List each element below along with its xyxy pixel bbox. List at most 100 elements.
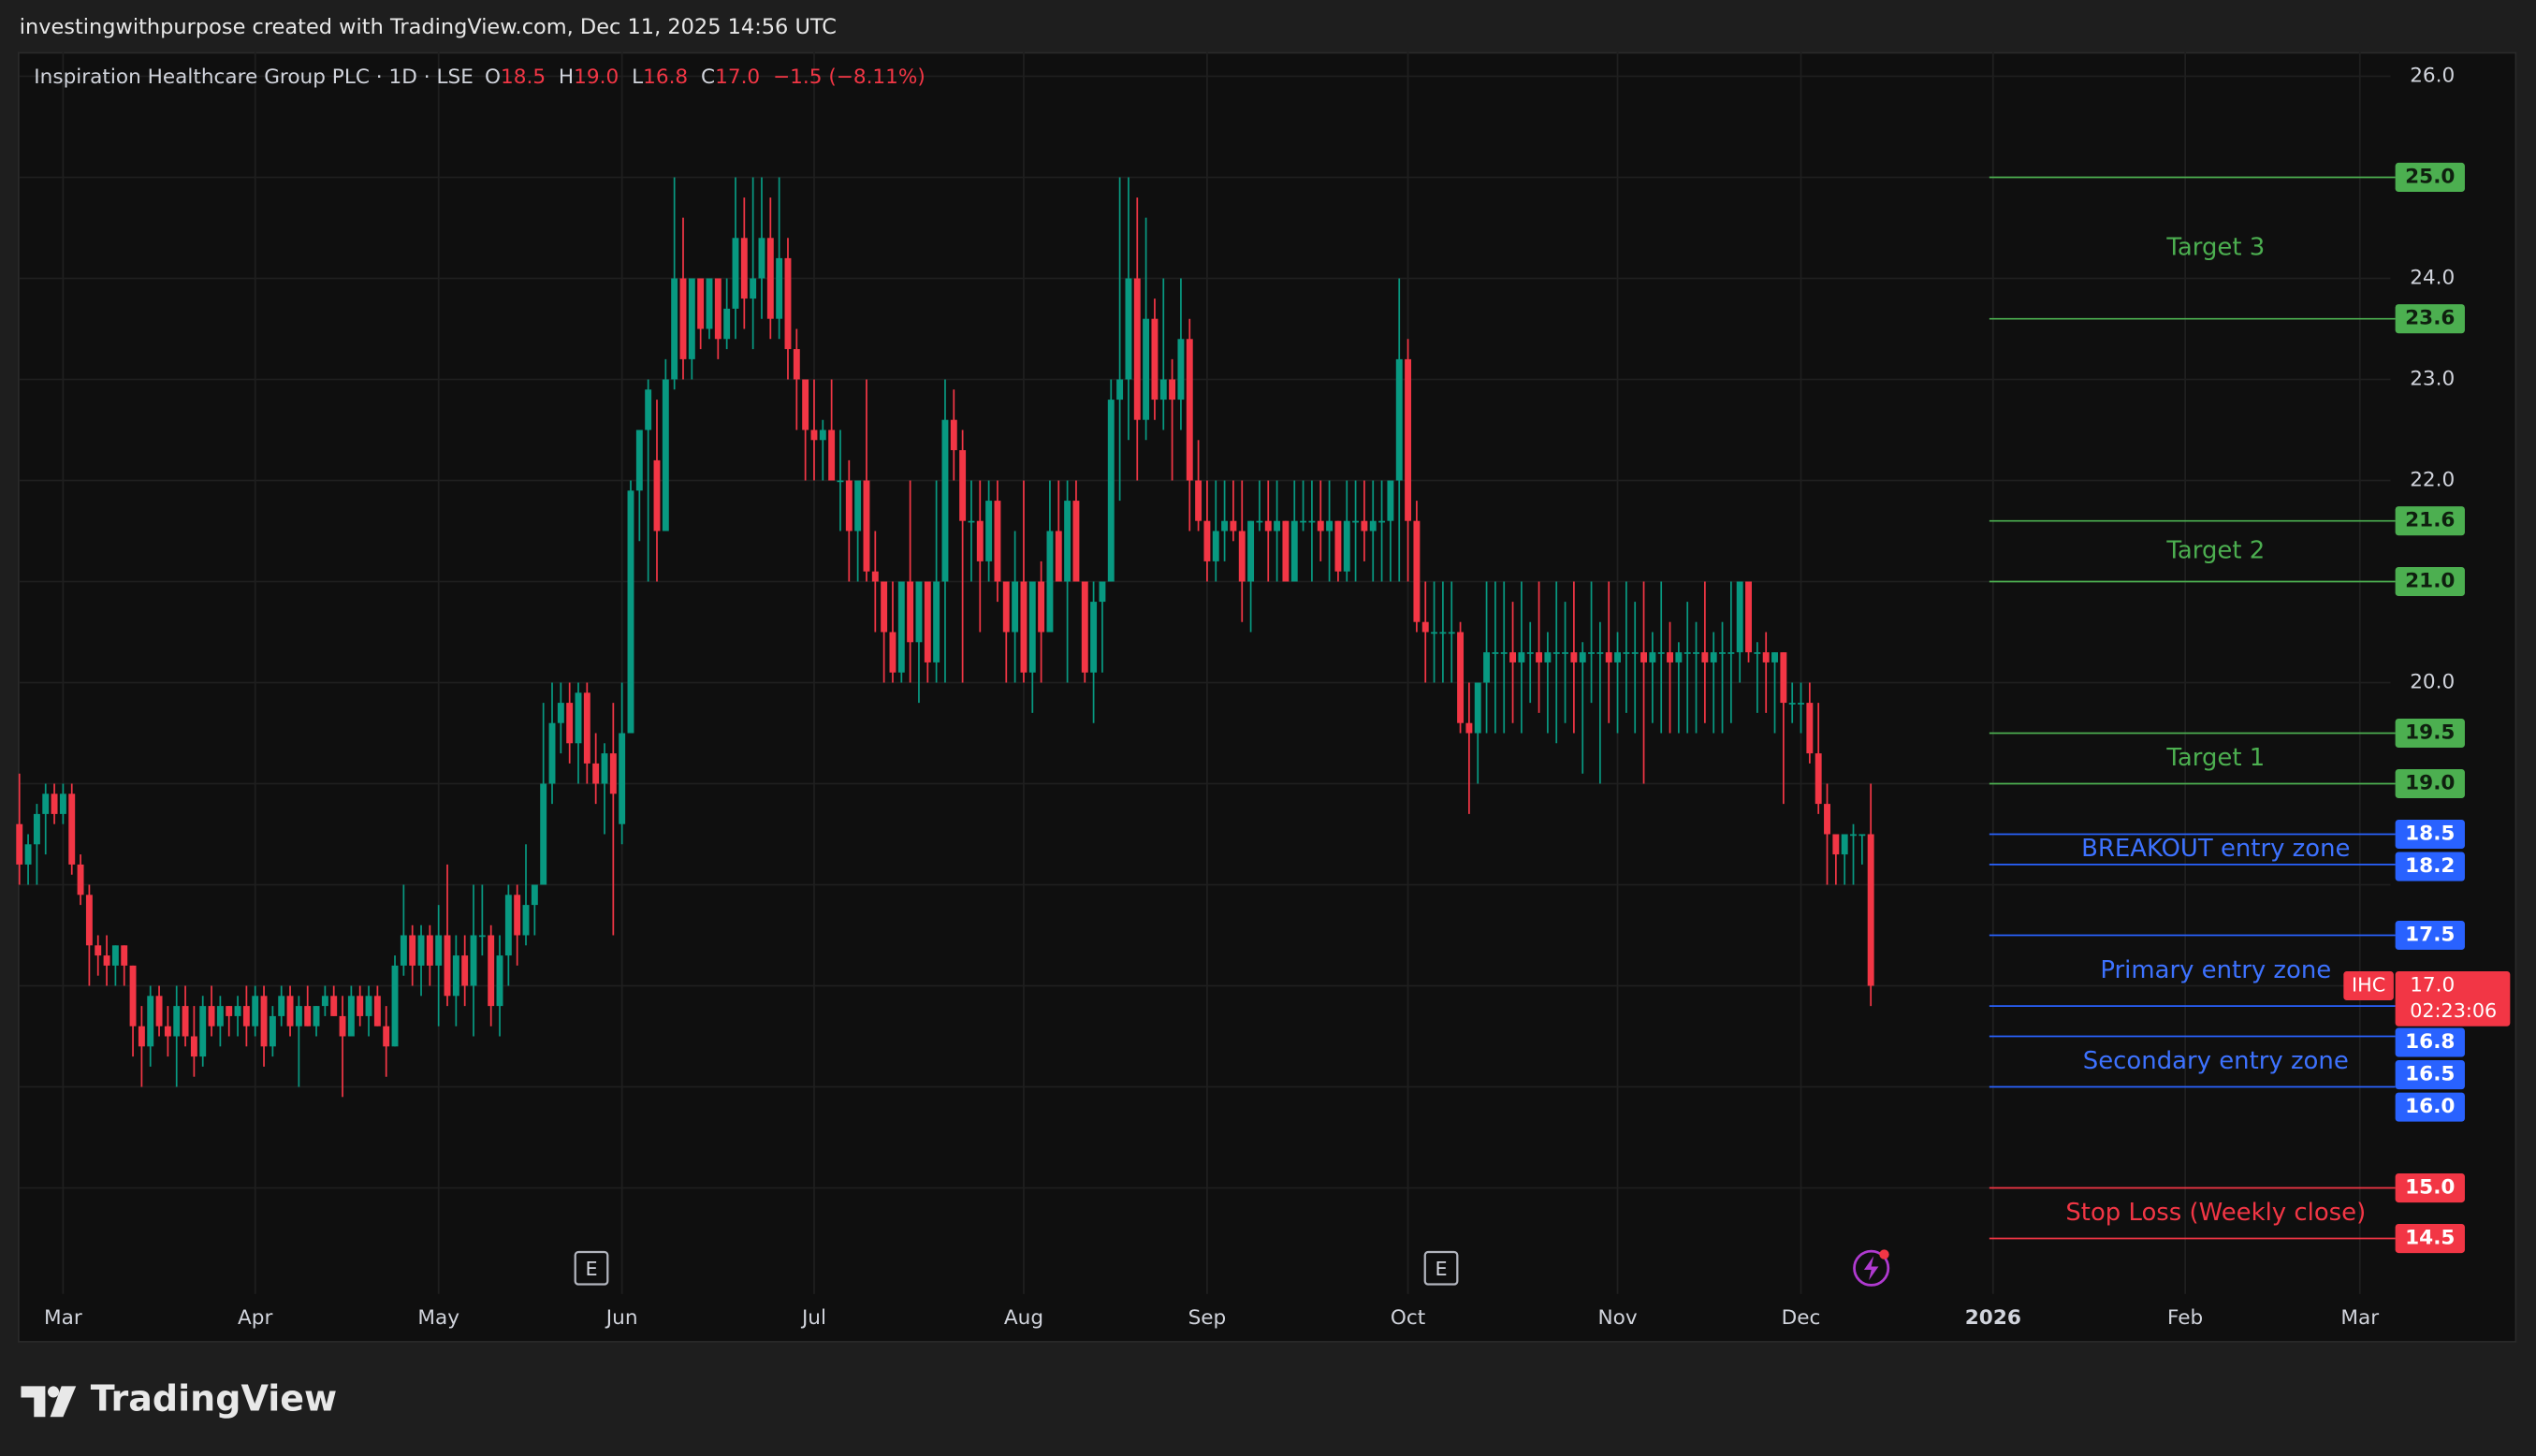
candle-body xyxy=(383,1026,390,1047)
candle-body xyxy=(1334,520,1342,572)
level-value: 18.5 xyxy=(2405,823,2455,846)
candle-body xyxy=(1850,834,1857,837)
countdown: 02:23:06 xyxy=(2410,999,2497,1022)
candle-body xyxy=(1387,480,1394,521)
candle-body xyxy=(129,965,137,1026)
symbol-badge xyxy=(2343,970,2394,1001)
candle-body xyxy=(776,257,783,319)
x-tick-label: Mar xyxy=(44,1306,82,1330)
legend-value: 17.0 xyxy=(715,66,760,89)
candle-body xyxy=(1457,632,1465,723)
legend-key: H xyxy=(559,66,574,89)
candle-body xyxy=(714,278,721,340)
candle-body xyxy=(339,1015,346,1037)
candle-body xyxy=(740,238,748,299)
candle-body xyxy=(313,1006,320,1026)
candle-body xyxy=(347,996,355,1037)
candle-body xyxy=(1378,520,1386,523)
logo-text: TradingView xyxy=(91,1377,337,1419)
candle-body xyxy=(51,794,58,814)
candle-body xyxy=(216,1006,224,1026)
level-value: 16.0 xyxy=(2405,1095,2455,1118)
candle-body xyxy=(854,480,862,531)
candle-body xyxy=(758,238,765,279)
price-value: 17.0 xyxy=(2410,974,2455,997)
candle-body xyxy=(1405,358,1412,521)
candle-body xyxy=(1683,652,1691,654)
candle-body xyxy=(1099,581,1106,603)
candle-body xyxy=(147,996,154,1047)
candle-body xyxy=(1798,703,1804,705)
level-badge xyxy=(2395,718,2465,749)
candle-body xyxy=(1649,652,1656,662)
candle-body xyxy=(1046,531,1054,633)
candle-body xyxy=(662,379,669,531)
candle-body xyxy=(548,722,556,784)
candle-body xyxy=(941,419,949,582)
candle-body xyxy=(1107,400,1115,582)
candle-body xyxy=(400,935,407,966)
candle-body xyxy=(1719,652,1726,654)
candle-body xyxy=(1256,520,1263,523)
candle-body xyxy=(77,864,84,895)
y-tick-label: 20.0 xyxy=(2410,670,2455,693)
level-value: 15.0 xyxy=(2405,1176,2455,1200)
candle-body xyxy=(959,450,967,521)
candle-body xyxy=(452,955,459,997)
candle-body xyxy=(435,935,443,966)
plot-area xyxy=(18,51,2517,1343)
candle-body xyxy=(1465,722,1473,734)
candle-body xyxy=(321,996,328,1007)
candle-body xyxy=(697,278,705,329)
candle-body xyxy=(1177,339,1185,400)
x-tick-label: Apr xyxy=(238,1306,272,1330)
candle-body xyxy=(1020,581,1028,673)
overlay: 20.0 22.0 23.0 24.0 26.0 Mar Apr May Jun Jul Aug Se… xyxy=(44,64,2511,1330)
level-badge xyxy=(2395,819,2465,850)
x-tick-label: Oct xyxy=(1391,1306,1425,1330)
candle-body xyxy=(373,996,381,1026)
candle-body xyxy=(68,794,76,865)
level-badge xyxy=(2395,852,2465,881)
candle-body xyxy=(470,935,477,986)
candle-body xyxy=(1282,520,1290,582)
candle-body xyxy=(504,895,512,956)
candle-body xyxy=(627,490,634,734)
candle-body xyxy=(1081,581,1088,673)
candle-body xyxy=(907,581,914,643)
candle-body xyxy=(750,278,757,299)
candle-body xyxy=(1483,652,1491,683)
x-tick-label: Sep xyxy=(1188,1306,1227,1330)
candle-body xyxy=(1509,652,1517,662)
candle-body xyxy=(1361,520,1368,531)
candle-body xyxy=(1274,520,1281,531)
candle-body xyxy=(304,1006,312,1026)
candle-body xyxy=(881,581,888,633)
candle-body xyxy=(609,753,617,794)
candle-body xyxy=(784,257,792,350)
candle-body xyxy=(1474,682,1481,734)
candle-body xyxy=(164,1026,171,1037)
candle-body xyxy=(915,581,923,643)
level-label: Secondary entry zone xyxy=(2083,1047,2349,1075)
candle-body xyxy=(635,430,643,491)
level-value: 14.5 xyxy=(2405,1227,2455,1250)
candle-body xyxy=(1675,652,1683,662)
candle-body xyxy=(182,1006,189,1037)
candle-body xyxy=(24,844,32,865)
level-label: Stop Loss (Weekly close) xyxy=(2065,1199,2366,1227)
candle-body xyxy=(766,238,774,319)
candle-body xyxy=(1832,834,1840,855)
legend-value: 19.0 xyxy=(574,66,619,89)
candle-body xyxy=(645,389,652,430)
candle-body xyxy=(269,1015,276,1047)
candle-body xyxy=(1238,531,1246,582)
candle-body xyxy=(1413,520,1421,622)
candle-body xyxy=(802,379,809,430)
candle-body xyxy=(863,480,870,572)
event-label: E xyxy=(585,1258,597,1280)
candle-body xyxy=(357,996,364,1016)
candle-body xyxy=(1762,652,1770,662)
candle-body xyxy=(1343,520,1350,572)
